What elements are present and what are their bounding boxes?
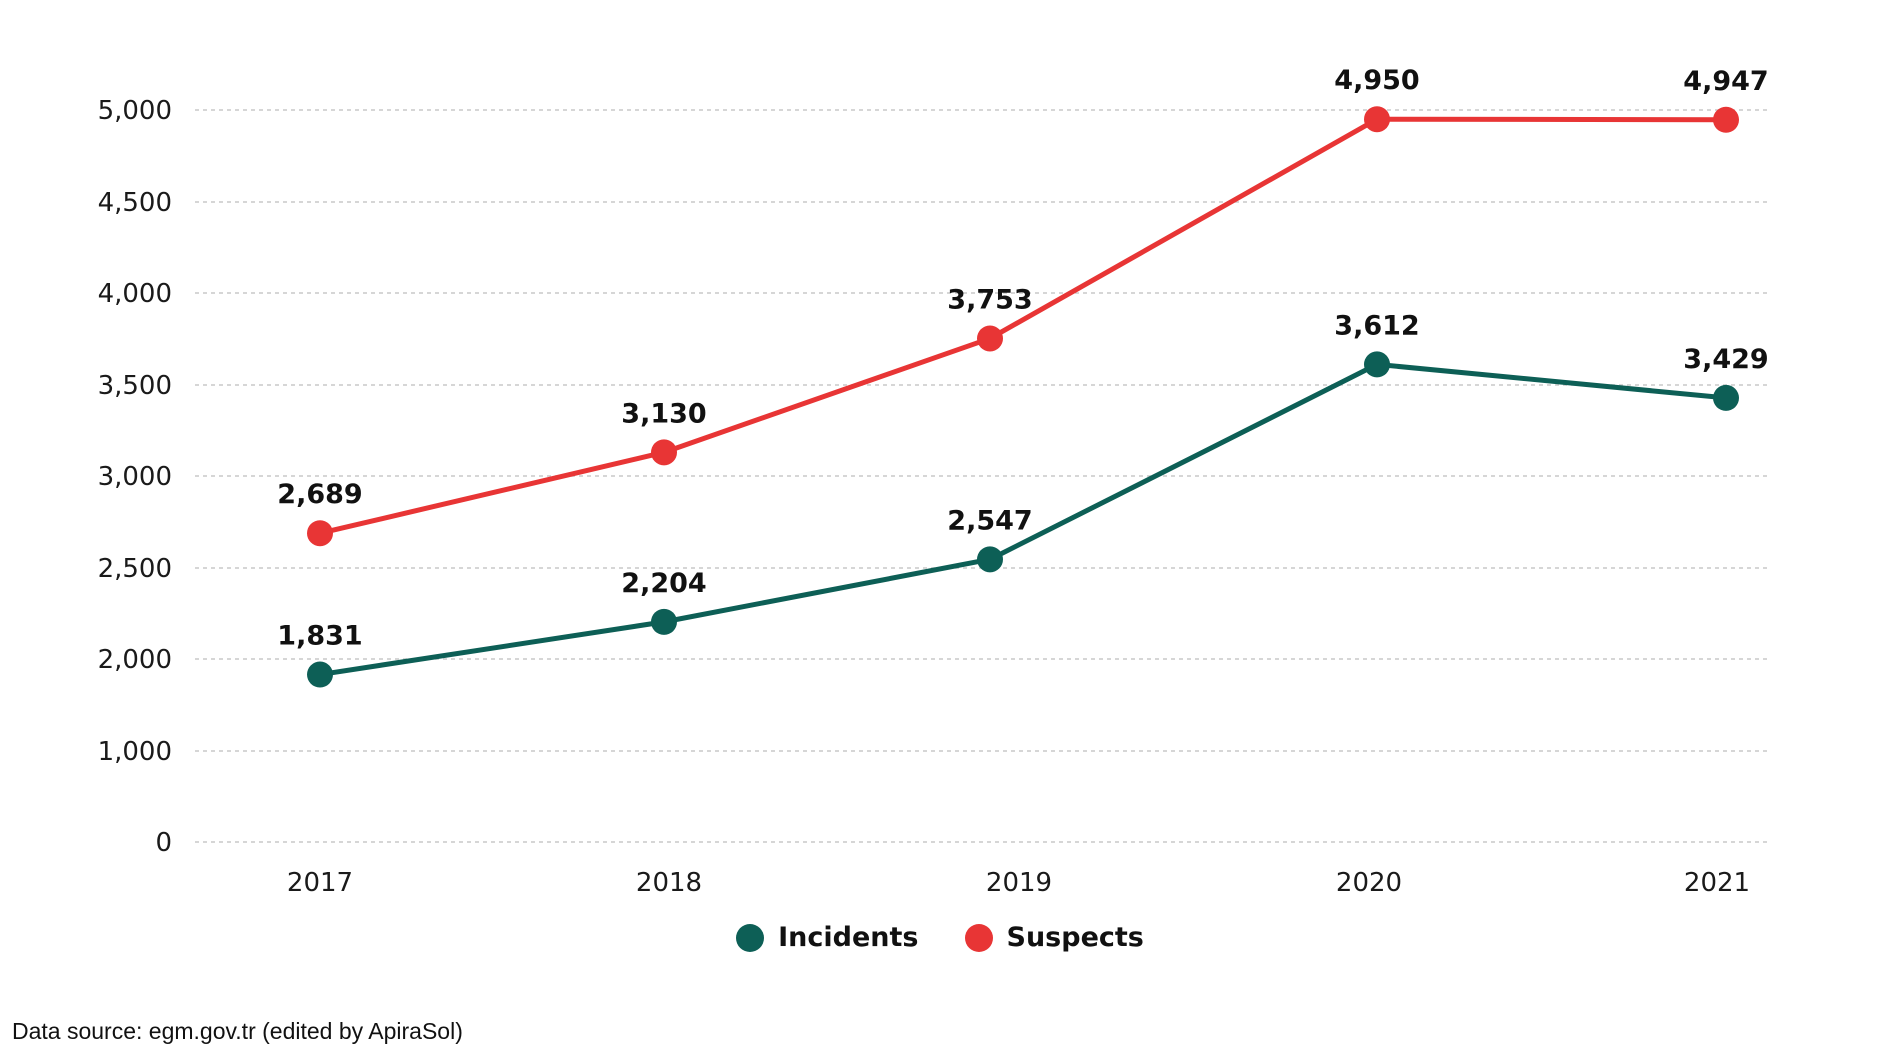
x-tick-label-2020: 2020: [1336, 868, 1402, 898]
point-incidents-2017[interactable]: [307, 661, 333, 688]
data-source-note: Data source: egm.gov.tr (edited by Apira…: [12, 1018, 463, 1044]
data-labels: 1,831 2,204 2,547 3,612 3,429 2,689 3,130 3,753…: [277, 65, 1768, 651]
legend-swatch-suspects: [964, 923, 993, 952]
data-label-suspects-2019: 3,753: [947, 284, 1032, 315]
x-axis-tick-labels: 2017 2018 2019 2020 2021: [287, 868, 1750, 898]
point-suspects-2017[interactable]: [307, 520, 333, 547]
data-label-suspects-2017: 2,689: [277, 479, 362, 510]
legend: Incidents Suspects: [0, 922, 1880, 953]
point-suspects-2021[interactable]: [1713, 106, 1739, 133]
data-label-incidents-2017: 1,831: [277, 621, 362, 652]
y-tick-label-1000: 1,000: [98, 737, 172, 767]
series-line-suspects: [317, 116, 1729, 536]
x-tick-label-2018: 2018: [636, 868, 702, 898]
legend-swatch-incidents: [736, 923, 765, 952]
y-tick-label-5000: 5,000: [98, 96, 172, 126]
y-tick-label-3000: 3,000: [98, 462, 172, 492]
point-suspects-2020[interactable]: [1364, 106, 1390, 133]
y-tick-label-4500: 4,500: [98, 188, 172, 218]
y-tick-label-2500: 2,500: [98, 554, 172, 584]
point-incidents-2021[interactable]: [1713, 384, 1739, 411]
data-label-incidents-2021: 3,429: [1683, 344, 1768, 375]
x-tick-label-2017: 2017: [287, 868, 353, 898]
y-tick-label-4000: 4,000: [98, 279, 172, 309]
point-incidents-2020[interactable]: [1364, 351, 1390, 378]
point-suspects-2018[interactable]: [651, 439, 677, 466]
y-tick-label-2000: 2,000: [98, 645, 172, 675]
y-tick-label-0: 0: [155, 828, 172, 858]
y-tick-label-3500: 3,500: [98, 371, 172, 401]
data-label-suspects-2021: 4,947: [1683, 66, 1768, 97]
data-label-incidents-2020: 3,612: [1334, 310, 1419, 341]
data-label-suspects-2020: 4,950: [1334, 65, 1419, 96]
legend-label-suspects: Suspects: [1006, 922, 1144, 953]
point-incidents-2018[interactable]: [651, 608, 677, 635]
point-suspects-2019[interactable]: [977, 325, 1003, 352]
legend-label-incidents: Incidents: [778, 922, 919, 953]
legend-item-suspects[interactable]: Suspects: [964, 922, 1144, 953]
data-label-incidents-2019: 2,547: [947, 505, 1032, 536]
y-axis-tick-labels: 0 1,000 2,000 2,500 3,000 3,500 4,000 4,500 5,00…: [98, 96, 172, 858]
series-lines: [307, 106, 1739, 688]
x-tick-label-2019: 2019: [986, 868, 1052, 898]
data-label-suspects-2018: 3,130: [621, 398, 706, 429]
data-label-incidents-2018: 2,204: [621, 568, 706, 599]
legend-item-incidents[interactable]: Incidents: [736, 922, 919, 953]
grid-lines: [195, 109, 1768, 843]
point-incidents-2019[interactable]: [977, 546, 1003, 573]
x-tick-label-2021: 2021: [1684, 868, 1750, 898]
